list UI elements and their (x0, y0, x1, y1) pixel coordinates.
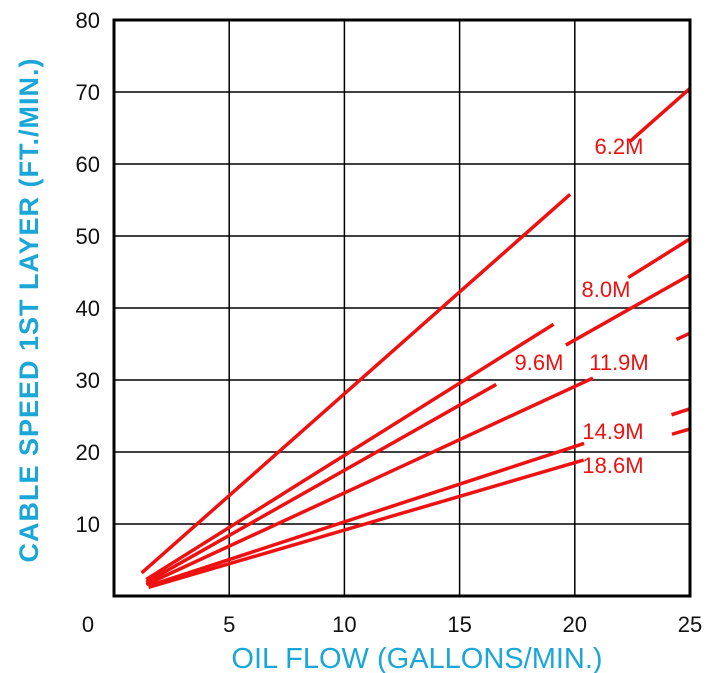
x-tick-label-10: 10 (332, 612, 356, 637)
x-tick-label-25: 25 (678, 612, 702, 637)
series-lines (140, 87, 692, 590)
plot-frame (112, 18, 692, 598)
series-line-11.9M-b (675, 331, 691, 342)
y-tick-label-80: 80 (76, 8, 100, 33)
series-label-14.9M: 14.9M (582, 419, 643, 444)
series-label-9.6M: 9.6M (515, 350, 564, 375)
series-label-11.9M: 11.9M (589, 350, 649, 375)
y-tick-label-30: 30 (76, 368, 100, 393)
series-line-18.6M-a (148, 458, 585, 590)
series-line-11.9M-a (145, 376, 594, 587)
series-line-6.2M-a (140, 192, 572, 575)
y-tick-label-60: 60 (76, 152, 100, 177)
y-tick-label-50: 50 (76, 224, 100, 249)
series-line-14.9M-a (148, 441, 585, 588)
grid (114, 20, 690, 596)
y-tick-label-70: 70 (76, 80, 100, 105)
series-label-18.6M: 18.6M (582, 453, 643, 478)
series-label-6.2M: 6.2M (595, 134, 644, 159)
y-tick-label-10: 10 (76, 512, 100, 537)
x-tick-label-15: 15 (447, 612, 471, 637)
series-label-8.0M: 8.0M (582, 277, 631, 302)
series-line-8.0M-b (627, 237, 691, 280)
y-tick-label-40: 40 (76, 296, 100, 321)
series-line-14.9M-b (670, 407, 691, 417)
origin-label: 0 (82, 612, 94, 637)
series-line-9.6M-b (564, 273, 691, 347)
series-line-9.6M-a (145, 382, 498, 584)
y-axis-label: CABLE SPEED 1ST LAYER (FT./MIN.) (14, 57, 44, 562)
series-line-8.0M-a (145, 322, 555, 581)
series-line-6.2M-b (628, 87, 692, 143)
y-tick-labels: 10 20 30 40 50 60 70 80 (76, 8, 100, 537)
x-tick-label-20: 20 (563, 612, 587, 637)
series-labels: 6.2M 8.0M 9.6M 11.9M 14.9M 18.6M (515, 134, 649, 478)
series-line-18.6M-b (671, 427, 691, 436)
x-tick-labels: 5 10 15 20 25 (223, 612, 702, 637)
y-tick-label-20: 20 (76, 440, 100, 465)
x-axis-label: OIL FLOW (GALLONS/MIN.) (231, 643, 602, 673)
x-tick-label-5: 5 (223, 612, 235, 637)
